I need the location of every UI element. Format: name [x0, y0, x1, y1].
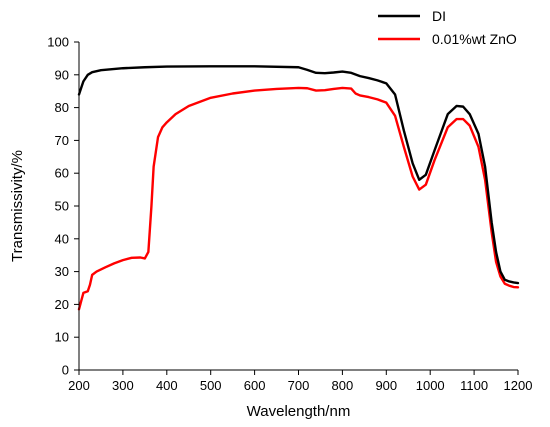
y-tick-label: 0	[62, 363, 69, 378]
y-tick-label: 100	[47, 35, 69, 50]
x-tick-label: 1200	[504, 378, 533, 393]
y-tick-label: 40	[55, 231, 69, 246]
y-tick-label: 70	[55, 133, 69, 148]
x-tick-label: 900	[375, 378, 397, 393]
x-tick-label: 600	[244, 378, 266, 393]
y-tick-label: 50	[55, 199, 69, 214]
y-tick-label: 20	[55, 297, 69, 312]
x-tick-label: 800	[332, 378, 354, 393]
x-tick-label: 1000	[416, 378, 445, 393]
x-tick-label: 300	[112, 378, 134, 393]
legend-label: DI	[432, 8, 446, 24]
y-tick-label: 30	[55, 264, 69, 279]
y-tick-label: 90	[55, 67, 69, 82]
x-tick-label: 400	[156, 378, 178, 393]
x-tick-label: 700	[288, 378, 310, 393]
y-tick-label: 10	[55, 330, 69, 345]
y-tick-label: 60	[55, 166, 69, 181]
series-line-0	[77, 65, 520, 285]
x-axis-label: Wavelength/nm	[247, 403, 351, 420]
y-tick-label: 80	[55, 100, 69, 115]
legend: DI 0.01%wt ZnO	[378, 8, 517, 47]
plot-area	[77, 65, 520, 311]
series-line-1	[77, 86, 520, 311]
tick-labels: 200 300 400 500 600 700 800 900 1000 1100 1200 0 10 2…	[47, 35, 532, 394]
legend-label: 0.01%wt ZnO	[432, 31, 517, 47]
axes	[74, 41, 519, 375]
y-axis-label: Transmissivity/%	[9, 150, 26, 262]
x-tick-label: 500	[200, 378, 222, 393]
x-tick-label: 1100	[460, 378, 488, 393]
x-tick-label: 200	[68, 378, 90, 393]
